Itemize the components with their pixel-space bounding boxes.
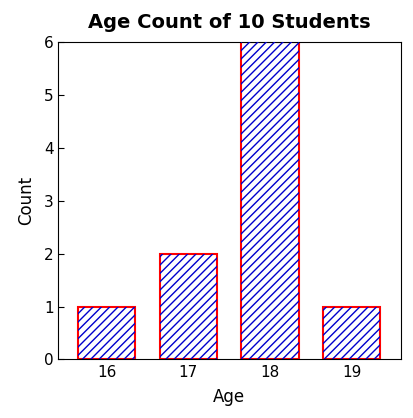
- Bar: [323, 306, 380, 359]
- Bar: [242, 42, 299, 359]
- X-axis label: Age: Age: [213, 388, 245, 406]
- Bar: [78, 306, 135, 359]
- Bar: [160, 254, 217, 359]
- Bar: [78, 306, 135, 359]
- Bar: [242, 42, 299, 359]
- Bar: [323, 306, 380, 359]
- Bar: [160, 254, 217, 359]
- Y-axis label: Count: Count: [18, 176, 36, 225]
- Title: Age Count of 10 Students: Age Count of 10 Students: [88, 13, 370, 32]
